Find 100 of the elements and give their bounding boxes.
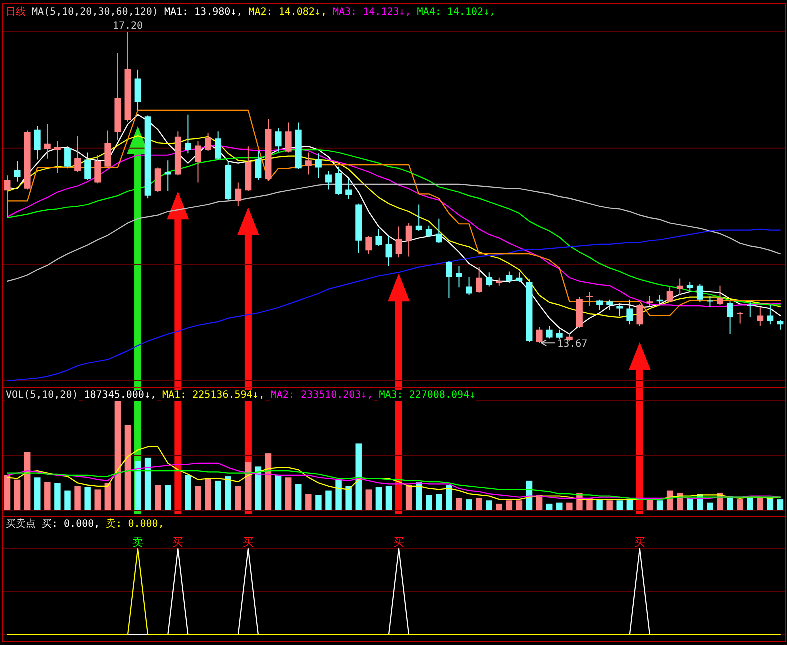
bar bbox=[566, 502, 573, 510]
bar bbox=[777, 500, 784, 510]
bar bbox=[516, 500, 523, 510]
annotation: 13.67 bbox=[558, 339, 588, 350]
candlestick bbox=[74, 136, 81, 172]
bar bbox=[74, 486, 81, 510]
bar bbox=[336, 480, 342, 510]
candlestick bbox=[707, 296, 714, 307]
candlestick bbox=[305, 152, 312, 175]
bar bbox=[306, 494, 312, 510]
text: MA1: 13.980↓, bbox=[164, 7, 243, 18]
text: MA4: 14.102↓, bbox=[417, 7, 496, 18]
bar bbox=[646, 500, 654, 510]
bar bbox=[486, 500, 492, 510]
candlestick bbox=[506, 272, 513, 284]
bar bbox=[215, 480, 222, 510]
bar bbox=[626, 500, 634, 510]
bar bbox=[496, 504, 503, 510]
bar bbox=[34, 478, 41, 510]
bar bbox=[316, 495, 322, 510]
bar bbox=[225, 476, 232, 510]
bar bbox=[456, 498, 462, 510]
bar bbox=[134, 461, 142, 510]
bar bbox=[366, 490, 372, 510]
chart-title: 日线 bbox=[6, 6, 26, 18]
bar bbox=[326, 490, 332, 510]
bar bbox=[436, 494, 442, 510]
bar bbox=[245, 462, 252, 510]
bar bbox=[426, 495, 432, 510]
candlestick bbox=[737, 312, 744, 324]
candlestick bbox=[466, 277, 472, 296]
candlestick bbox=[646, 296, 654, 306]
candlestick bbox=[195, 141, 202, 183]
candlestick bbox=[456, 266, 462, 288]
bar bbox=[84, 488, 91, 510]
bar bbox=[356, 444, 362, 510]
bar bbox=[154, 485, 162, 510]
bar bbox=[44, 482, 51, 510]
bar bbox=[606, 500, 613, 510]
text: MA3: 227008.094↓ bbox=[379, 390, 476, 401]
bar bbox=[195, 486, 202, 510]
candlestick bbox=[556, 330, 563, 340]
text: 买: 0.000, bbox=[42, 519, 100, 530]
candlestick bbox=[14, 162, 21, 182]
bar bbox=[737, 500, 744, 510]
bar bbox=[616, 500, 623, 510]
candlestick bbox=[44, 124, 51, 159]
annotation: 买 bbox=[242, 536, 254, 549]
candlestick bbox=[747, 302, 754, 318]
text: MA1: 225136.594↓, bbox=[162, 390, 265, 401]
bar bbox=[205, 478, 212, 510]
bar bbox=[94, 490, 101, 510]
bar bbox=[506, 500, 513, 510]
text: MA2: 233510.203↓, bbox=[270, 390, 374, 401]
annotation: 买 bbox=[172, 536, 184, 549]
bar bbox=[24, 452, 31, 510]
bar bbox=[64, 490, 71, 510]
bar bbox=[747, 497, 754, 510]
bar bbox=[376, 488, 382, 510]
candlestick bbox=[114, 53, 122, 140]
candlestick bbox=[446, 261, 452, 298]
bar bbox=[54, 483, 61, 510]
bar bbox=[546, 504, 553, 510]
bar bbox=[235, 486, 242, 510]
text: MA2: 14.082↓, bbox=[248, 7, 327, 18]
text: 卖: 0.000, bbox=[106, 518, 164, 530]
candlestick bbox=[164, 160, 172, 192]
bar bbox=[406, 485, 412, 510]
bar bbox=[446, 485, 452, 510]
bar bbox=[124, 425, 132, 510]
candlestick bbox=[376, 229, 382, 246]
bar bbox=[275, 475, 282, 510]
annotation: 187345.000↓, bbox=[84, 390, 156, 401]
text: MA3: 14.123↓, bbox=[333, 7, 412, 18]
bar bbox=[4, 475, 11, 510]
bar bbox=[144, 458, 152, 510]
bar bbox=[707, 502, 714, 510]
bar bbox=[757, 497, 764, 510]
bar bbox=[14, 480, 21, 510]
candlestick bbox=[416, 204, 422, 232]
bar bbox=[656, 500, 664, 510]
candlestick bbox=[717, 286, 724, 306]
bar bbox=[285, 478, 292, 510]
bar bbox=[556, 502, 563, 510]
bar bbox=[185, 475, 192, 510]
candlestick bbox=[54, 141, 61, 174]
bar bbox=[255, 466, 262, 510]
bar bbox=[466, 500, 472, 510]
bar bbox=[687, 498, 694, 510]
bar bbox=[386, 486, 392, 510]
candlestick bbox=[676, 278, 684, 296]
annotation: 17.20 bbox=[112, 21, 144, 32]
candlestick bbox=[626, 300, 634, 325]
bar bbox=[596, 500, 603, 510]
candlestick bbox=[185, 114, 192, 154]
bar bbox=[346, 486, 352, 510]
bar bbox=[104, 483, 112, 510]
annotation: 买 bbox=[394, 536, 405, 549]
annotation: 买 bbox=[634, 536, 646, 549]
bar bbox=[296, 484, 302, 510]
